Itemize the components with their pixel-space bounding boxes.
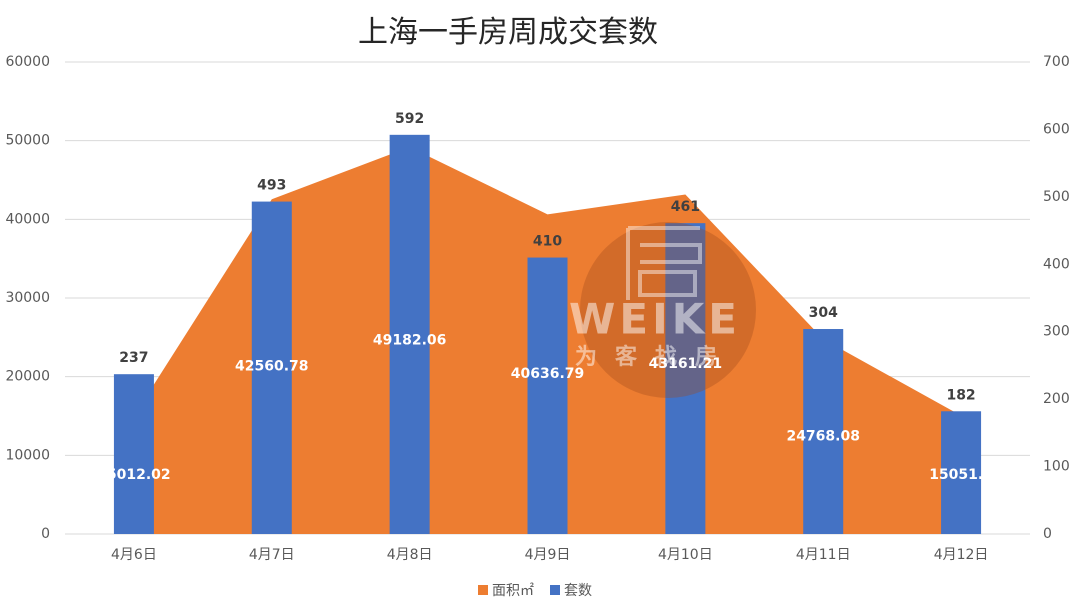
watermark: WEIKE 为客找房 <box>569 222 756 398</box>
area-value-label: 40636.79 <box>511 366 585 382</box>
bar <box>527 257 568 534</box>
legend-label: 套数 <box>564 583 592 599</box>
x-tick-label: 4月10日 <box>658 547 713 563</box>
area-value-label: 15012.02 <box>97 467 171 483</box>
x-tick-label: 4月11日 <box>796 547 851 563</box>
legend-swatch <box>550 585 560 595</box>
y2-tick-label: 100 <box>1043 459 1070 475</box>
y-tick-label: 0 <box>41 526 50 542</box>
area-value-label: 49182.06 <box>373 333 447 349</box>
area-value-label: 15051.5 <box>929 467 993 483</box>
x-tick-label: 4月9日 <box>525 547 571 563</box>
y2-tick-label: 600 <box>1043 121 1070 137</box>
bar-value-label: 182 <box>946 387 975 403</box>
bar <box>941 411 982 534</box>
bar-value-label: 592 <box>395 111 424 127</box>
watermark-text: WEIKE <box>569 295 741 344</box>
watermark-icon <box>626 226 702 300</box>
bar-value-label: 493 <box>257 178 286 194</box>
watermark-circle <box>580 222 756 398</box>
y2-tick-label: 300 <box>1043 324 1070 340</box>
bar <box>251 201 292 534</box>
y2-tick-label: 400 <box>1043 256 1070 272</box>
x-tick-label: 4月6日 <box>111 547 157 563</box>
bar <box>389 134 430 534</box>
y-tick-label: 40000 <box>5 211 50 227</box>
area-value-label: 43161.21 <box>649 356 723 372</box>
bar <box>803 329 844 534</box>
x-tick-label: 4月12日 <box>934 547 989 563</box>
bar-value-label: 410 <box>533 234 562 250</box>
legend-label: 面积㎡ <box>492 583 534 599</box>
y-tick-label: 10000 <box>5 447 50 463</box>
watermark-subtext: 为客找房 <box>575 344 735 370</box>
y2-tick-label: 700 <box>1043 54 1070 70</box>
x-tick-label: 4月8日 <box>387 547 433 563</box>
y-tick-label: 50000 <box>5 133 50 149</box>
y-tick-label: 30000 <box>5 290 50 306</box>
y-tick-label: 60000 <box>5 54 50 70</box>
y2-tick-label: 200 <box>1043 391 1070 407</box>
x-tick-label: 4月7日 <box>249 547 295 563</box>
area-value-label: 24768.08 <box>786 429 860 445</box>
bar-value-label: 237 <box>119 350 148 366</box>
area-value-label: 42560.78 <box>235 359 309 375</box>
bar-value-label: 304 <box>809 305 838 321</box>
bar-value-label: 461 <box>671 199 700 215</box>
legend-swatch <box>478 585 488 595</box>
y2-tick-label: 0 <box>1043 526 1052 542</box>
bar <box>113 374 154 534</box>
bar <box>665 223 706 534</box>
chart-title: 上海一手房周成交套数 <box>358 15 658 50</box>
y-tick-label: 20000 <box>5 369 50 385</box>
y2-tick-label: 500 <box>1043 189 1070 205</box>
